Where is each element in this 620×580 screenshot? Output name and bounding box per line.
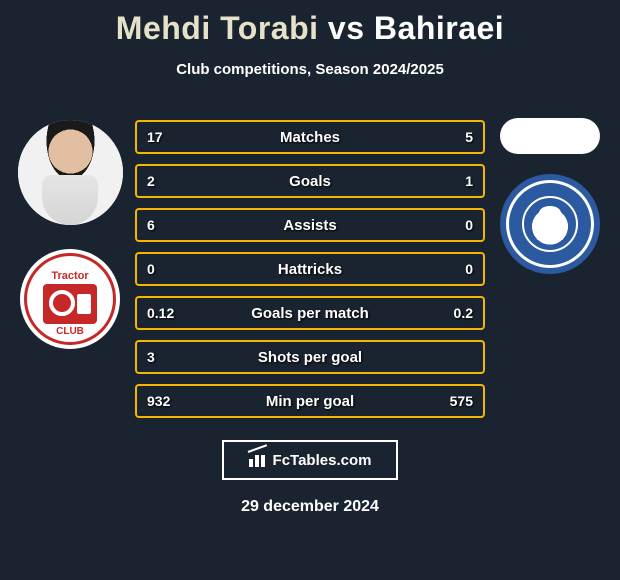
stat-row: 2Goals1 bbox=[135, 164, 485, 198]
stat-row: 932Min per goal575 bbox=[135, 384, 485, 418]
player1-photo bbox=[18, 120, 123, 225]
brand-badge: FcTables.com bbox=[222, 440, 398, 480]
stat-value-left: 3 bbox=[147, 349, 191, 365]
stat-label: Matches bbox=[191, 129, 429, 146]
player2-club-badge bbox=[500, 174, 600, 274]
stat-value-left: 932 bbox=[147, 393, 191, 409]
stat-label: Hattricks bbox=[191, 261, 429, 278]
stat-row: 0Hattricks0 bbox=[135, 252, 485, 286]
chart-icon bbox=[249, 453, 267, 467]
subtitle: Club competitions, Season 2024/2025 bbox=[0, 61, 620, 78]
player2-column bbox=[490, 118, 610, 274]
title-player1: Mehdi Torabi bbox=[116, 10, 319, 46]
stat-row: 3Shots per goal bbox=[135, 340, 485, 374]
stat-label: Shots per goal bbox=[191, 349, 429, 366]
stat-value-left: 6 bbox=[147, 217, 191, 233]
player1-club-badge: Tractor CLUB bbox=[20, 249, 120, 349]
player2-photo-placeholder bbox=[500, 118, 600, 154]
stat-value-right: 0.2 bbox=[429, 305, 473, 321]
stat-label: Goals bbox=[191, 173, 429, 190]
club2-inner-icon bbox=[522, 196, 578, 252]
stat-label: Assists bbox=[191, 217, 429, 234]
stat-value-left: 0 bbox=[147, 261, 191, 277]
brand-text: FcTables.com bbox=[273, 452, 372, 469]
stat-row: 17Matches5 bbox=[135, 120, 485, 154]
date-text: 29 december 2024 bbox=[0, 498, 620, 516]
stat-row: 0.12Goals per match0.2 bbox=[135, 296, 485, 330]
stat-value-right: 1 bbox=[429, 173, 473, 189]
stat-value-right: 0 bbox=[429, 217, 473, 233]
stat-value-left: 2 bbox=[147, 173, 191, 189]
stat-value-left: 17 bbox=[147, 129, 191, 145]
stats-table: 17Matches52Goals16Assists00Hattricks00.1… bbox=[135, 120, 485, 418]
stat-value-right: 5 bbox=[429, 129, 473, 145]
stat-row: 6Assists0 bbox=[135, 208, 485, 242]
club1-tractor-icon bbox=[43, 284, 97, 324]
title-player2: Bahiraei bbox=[374, 10, 504, 46]
stat-value-left: 0.12 bbox=[147, 305, 191, 321]
player1-column: Tractor CLUB bbox=[10, 120, 130, 349]
page-title: Mehdi Torabi vs Bahiraei bbox=[0, 0, 620, 47]
stat-label: Goals per match bbox=[191, 305, 429, 322]
stat-value-right: 575 bbox=[429, 393, 473, 409]
title-vs: vs bbox=[328, 10, 365, 46]
stat-label: Min per goal bbox=[191, 393, 429, 410]
stat-value-right: 0 bbox=[429, 261, 473, 277]
